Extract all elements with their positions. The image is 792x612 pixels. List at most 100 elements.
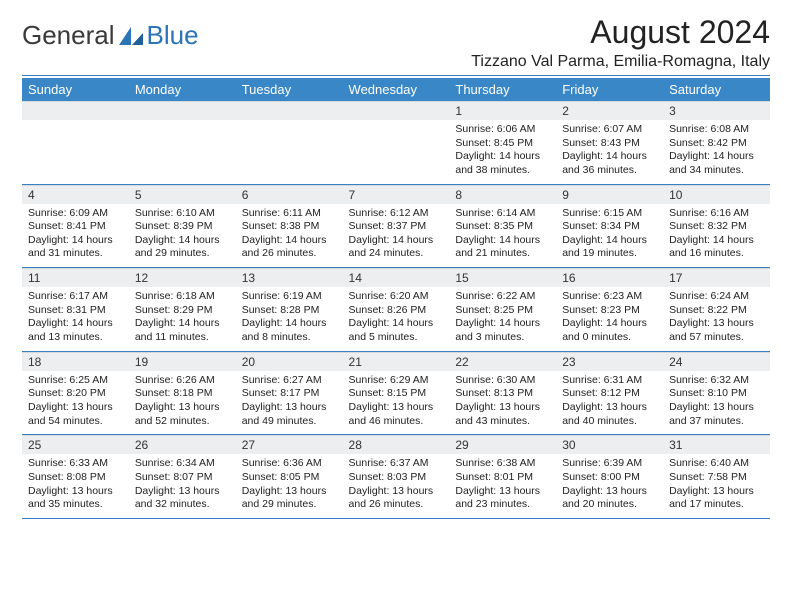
calendar-week-row: 18Sunrise: 6:25 AMSunset: 8:20 PMDayligh…: [22, 351, 770, 435]
day-number: 3: [663, 101, 770, 120]
day-number: [129, 101, 236, 120]
sail-icon: [117, 25, 145, 47]
weekday-header-row: Sunday Monday Tuesday Wednesday Thursday…: [22, 78, 770, 101]
calendar-day-cell: [22, 101, 129, 184]
sunset-line: Sunset: 8:22 PM: [669, 304, 764, 318]
day-details: [22, 120, 129, 178]
day-details: Sunrise: 6:10 AMSunset: 8:39 PMDaylight:…: [129, 204, 236, 268]
calendar-day-cell: 21Sunrise: 6:29 AMSunset: 8:15 PMDayligh…: [343, 351, 450, 435]
day-details: [343, 120, 450, 178]
calendar-day-cell: 11Sunrise: 6:17 AMSunset: 8:31 PMDayligh…: [22, 268, 129, 352]
daylight-line: Daylight: 14 hours and 31 minutes.: [28, 234, 123, 261]
calendar-day-cell: 27Sunrise: 6:36 AMSunset: 8:05 PMDayligh…: [236, 435, 343, 519]
sunset-line: Sunset: 8:01 PM: [455, 471, 550, 485]
day-number: 16: [556, 268, 663, 287]
day-details: Sunrise: 6:37 AMSunset: 8:03 PMDaylight:…: [343, 454, 450, 518]
calendar-day-cell: 30Sunrise: 6:39 AMSunset: 8:00 PMDayligh…: [556, 435, 663, 519]
day-details: [129, 120, 236, 178]
weekday-header: Saturday: [663, 78, 770, 101]
sunrise-line: Sunrise: 6:32 AM: [669, 374, 764, 388]
daylight-line: Daylight: 13 hours and 43 minutes.: [455, 401, 550, 428]
calendar-day-cell: 9Sunrise: 6:15 AMSunset: 8:34 PMDaylight…: [556, 184, 663, 268]
day-details: Sunrise: 6:23 AMSunset: 8:23 PMDaylight:…: [556, 287, 663, 351]
day-details: Sunrise: 6:07 AMSunset: 8:43 PMDaylight:…: [556, 120, 663, 184]
day-details: Sunrise: 6:06 AMSunset: 8:45 PMDaylight:…: [449, 120, 556, 184]
calendar-week-row: 11Sunrise: 6:17 AMSunset: 8:31 PMDayligh…: [22, 268, 770, 352]
sunset-line: Sunset: 8:05 PM: [242, 471, 337, 485]
sunrise-line: Sunrise: 6:22 AM: [455, 290, 550, 304]
daylight-line: Daylight: 14 hours and 38 minutes.: [455, 150, 550, 177]
brand-name-1: General: [22, 20, 115, 51]
day-details: [236, 120, 343, 178]
brand-logo: General Blue: [22, 14, 199, 51]
day-number: 4: [22, 185, 129, 204]
calendar-day-cell: 25Sunrise: 6:33 AMSunset: 8:08 PMDayligh…: [22, 435, 129, 519]
day-number: [22, 101, 129, 120]
sunrise-line: Sunrise: 6:40 AM: [669, 457, 764, 471]
weekday-header: Friday: [556, 78, 663, 101]
sunset-line: Sunset: 8:28 PM: [242, 304, 337, 318]
daylight-line: Daylight: 14 hours and 16 minutes.: [669, 234, 764, 261]
day-number: 9: [556, 185, 663, 204]
calendar-day-cell: 23Sunrise: 6:31 AMSunset: 8:12 PMDayligh…: [556, 351, 663, 435]
sunrise-line: Sunrise: 6:33 AM: [28, 457, 123, 471]
calendar-day-cell: 17Sunrise: 6:24 AMSunset: 8:22 PMDayligh…: [663, 268, 770, 352]
calendar-day-cell: 5Sunrise: 6:10 AMSunset: 8:39 PMDaylight…: [129, 184, 236, 268]
day-number: 21: [343, 352, 450, 371]
sunrise-line: Sunrise: 6:34 AM: [135, 457, 230, 471]
day-details: Sunrise: 6:33 AMSunset: 8:08 PMDaylight:…: [22, 454, 129, 518]
day-number: 19: [129, 352, 236, 371]
sunrise-line: Sunrise: 6:16 AM: [669, 207, 764, 221]
sunrise-line: Sunrise: 6:07 AM: [562, 123, 657, 137]
calendar-day-cell: 15Sunrise: 6:22 AMSunset: 8:25 PMDayligh…: [449, 268, 556, 352]
sunrise-line: Sunrise: 6:20 AM: [349, 290, 444, 304]
calendar-day-cell: 12Sunrise: 6:18 AMSunset: 8:29 PMDayligh…: [129, 268, 236, 352]
day-number: 10: [663, 185, 770, 204]
day-number: 26: [129, 435, 236, 454]
day-number: 1: [449, 101, 556, 120]
day-details: Sunrise: 6:30 AMSunset: 8:13 PMDaylight:…: [449, 371, 556, 435]
sunset-line: Sunset: 8:20 PM: [28, 387, 123, 401]
daylight-line: Daylight: 14 hours and 21 minutes.: [455, 234, 550, 261]
calendar-day-cell: 19Sunrise: 6:26 AMSunset: 8:18 PMDayligh…: [129, 351, 236, 435]
day-number: 7: [343, 185, 450, 204]
day-details: Sunrise: 6:32 AMSunset: 8:10 PMDaylight:…: [663, 371, 770, 435]
calendar-week-row: 25Sunrise: 6:33 AMSunset: 8:08 PMDayligh…: [22, 435, 770, 519]
calendar-day-cell: 20Sunrise: 6:27 AMSunset: 8:17 PMDayligh…: [236, 351, 343, 435]
day-number: 17: [663, 268, 770, 287]
daylight-line: Daylight: 13 hours and 40 minutes.: [562, 401, 657, 428]
day-details: Sunrise: 6:11 AMSunset: 8:38 PMDaylight:…: [236, 204, 343, 268]
daylight-line: Daylight: 14 hours and 8 minutes.: [242, 317, 337, 344]
sunset-line: Sunset: 8:13 PM: [455, 387, 550, 401]
day-number: [236, 101, 343, 120]
daylight-line: Daylight: 13 hours and 23 minutes.: [455, 485, 550, 512]
day-number: 28: [343, 435, 450, 454]
day-number: 15: [449, 268, 556, 287]
daylight-line: Daylight: 14 hours and 0 minutes.: [562, 317, 657, 344]
sunset-line: Sunset: 8:10 PM: [669, 387, 764, 401]
day-details: Sunrise: 6:38 AMSunset: 8:01 PMDaylight:…: [449, 454, 556, 518]
day-details: Sunrise: 6:27 AMSunset: 8:17 PMDaylight:…: [236, 371, 343, 435]
calendar-day-cell: [236, 101, 343, 184]
weekday-header: Monday: [129, 78, 236, 101]
sunrise-line: Sunrise: 6:36 AM: [242, 457, 337, 471]
sunset-line: Sunset: 8:45 PM: [455, 137, 550, 151]
day-details: Sunrise: 6:34 AMSunset: 8:07 PMDaylight:…: [129, 454, 236, 518]
sunset-line: Sunset: 8:07 PM: [135, 471, 230, 485]
sunset-line: Sunset: 8:38 PM: [242, 220, 337, 234]
day-details: Sunrise: 6:15 AMSunset: 8:34 PMDaylight:…: [556, 204, 663, 268]
calendar-day-cell: 7Sunrise: 6:12 AMSunset: 8:37 PMDaylight…: [343, 184, 450, 268]
sunset-line: Sunset: 8:03 PM: [349, 471, 444, 485]
sunrise-line: Sunrise: 6:37 AM: [349, 457, 444, 471]
sunrise-line: Sunrise: 6:06 AM: [455, 123, 550, 137]
sunrise-line: Sunrise: 6:39 AM: [562, 457, 657, 471]
weekday-header: Sunday: [22, 78, 129, 101]
day-details: Sunrise: 6:19 AMSunset: 8:28 PMDaylight:…: [236, 287, 343, 351]
sunrise-line: Sunrise: 6:09 AM: [28, 207, 123, 221]
month-title: August 2024: [471, 14, 770, 51]
calendar-day-cell: 2Sunrise: 6:07 AMSunset: 8:43 PMDaylight…: [556, 101, 663, 184]
day-number: 13: [236, 268, 343, 287]
daylight-line: Daylight: 14 hours and 24 minutes.: [349, 234, 444, 261]
sunrise-line: Sunrise: 6:17 AM: [28, 290, 123, 304]
sunrise-line: Sunrise: 6:10 AM: [135, 207, 230, 221]
